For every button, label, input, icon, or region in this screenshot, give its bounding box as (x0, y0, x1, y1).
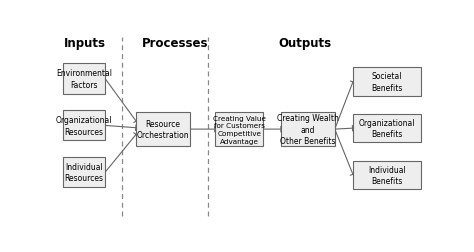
Text: Outputs: Outputs (279, 37, 332, 50)
FancyBboxPatch shape (353, 115, 421, 143)
FancyBboxPatch shape (215, 113, 263, 147)
Text: Inputs: Inputs (64, 37, 106, 50)
FancyBboxPatch shape (63, 64, 105, 94)
FancyBboxPatch shape (137, 113, 190, 147)
Text: Environmental
Factors: Environmental Factors (56, 69, 112, 89)
FancyBboxPatch shape (282, 113, 335, 147)
Text: Societal
Benefits: Societal Benefits (372, 72, 403, 92)
Text: Processes: Processes (142, 37, 208, 50)
Text: Creating Wealth
and
Other Benefits: Creating Wealth and Other Benefits (277, 114, 339, 146)
FancyBboxPatch shape (63, 111, 105, 141)
Text: Organizational
Resources: Organizational Resources (56, 116, 112, 136)
Text: Creating Value
for Customers
Competitive
Advantage: Creating Value for Customers Competitive… (213, 115, 266, 144)
Text: Organizational
Benefits: Organizational Benefits (359, 118, 415, 139)
Text: Resource
Orchestration: Resource Orchestration (137, 119, 189, 140)
FancyBboxPatch shape (353, 161, 421, 189)
FancyBboxPatch shape (353, 68, 421, 96)
Text: Individual
Benefits: Individual Benefits (368, 165, 406, 185)
Text: Individual
Resources: Individual Resources (64, 162, 103, 182)
FancyBboxPatch shape (63, 157, 105, 187)
